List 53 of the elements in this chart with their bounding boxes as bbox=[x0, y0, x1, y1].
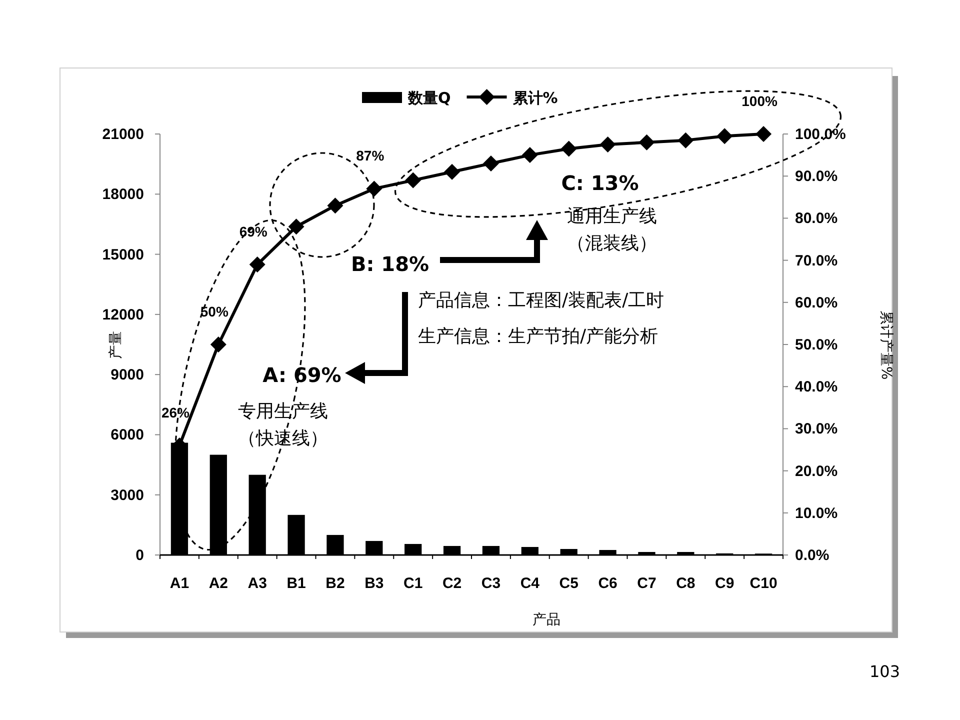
x-tick-label: B2 bbox=[326, 575, 345, 592]
x-tick-label: C5 bbox=[559, 575, 578, 592]
x-tick-label: C4 bbox=[520, 575, 540, 592]
x-tick-label: C9 bbox=[715, 575, 734, 592]
x-tick-label: C8 bbox=[676, 575, 696, 592]
x-tick-label: C6 bbox=[598, 575, 618, 592]
x-axis-title: 产品 bbox=[532, 612, 560, 628]
y-tick-label: 21000 bbox=[102, 126, 144, 143]
x-tick-label: B1 bbox=[286, 575, 306, 592]
x-tick-label: A2 bbox=[208, 575, 228, 592]
data-label: 69% bbox=[239, 224, 268, 240]
annotation: （混装线） bbox=[567, 233, 657, 254]
y-axis-title: 产量 bbox=[108, 331, 124, 359]
y-tick-label: 3000 bbox=[110, 486, 144, 504]
x-tick-label: C10 bbox=[750, 575, 778, 592]
y2-tick-label: 0.0% bbox=[795, 547, 830, 564]
x-tick-label: A1 bbox=[170, 575, 190, 592]
y-tick-label: 0 bbox=[136, 547, 144, 564]
text: 103 bbox=[869, 662, 900, 681]
y2-tick-label: 70.0% bbox=[795, 252, 838, 270]
x-tick-label: C3 bbox=[481, 575, 501, 592]
y-tick-label: 6000 bbox=[110, 426, 144, 444]
y-tick-label: 18000 bbox=[102, 186, 144, 204]
x-tick-label: C2 bbox=[442, 575, 462, 592]
annotation: 产品信息：工程图/装配表/工时 bbox=[418, 290, 664, 311]
y2-tick-label: 10.0% bbox=[795, 504, 838, 522]
annotation: B: 18% bbox=[350, 252, 430, 276]
y2-tick-label: 20.0% bbox=[795, 462, 838, 480]
y2-axis-title: 累计产量% bbox=[878, 310, 894, 380]
data-label: 26% bbox=[161, 404, 190, 421]
annotation: 生产信息：生产节拍/产能分析 bbox=[418, 326, 658, 347]
data-label: 50% bbox=[200, 304, 229, 320]
annotation: A: 69% bbox=[262, 363, 342, 387]
x-tick-label: B3 bbox=[364, 575, 384, 592]
y2-tick-label: 60.0% bbox=[795, 294, 838, 312]
legend-label: 累计% bbox=[512, 89, 558, 107]
y2-tick-label: 90.0% bbox=[795, 168, 838, 186]
annotation: C: 13% bbox=[561, 171, 639, 195]
y2-tick-label: 30.0% bbox=[795, 420, 838, 438]
y2-tick-label: 80.0% bbox=[795, 210, 838, 228]
legend-label: 数量Q bbox=[407, 89, 451, 107]
y2-tick-label: 100.0% bbox=[795, 126, 846, 143]
data-label: 100% bbox=[742, 93, 778, 109]
x-tick-label: A3 bbox=[248, 575, 267, 592]
y2-tick-label: 40.0% bbox=[795, 378, 838, 396]
x-tick-label: C1 bbox=[404, 575, 423, 592]
x-tick-label: C7 bbox=[637, 575, 656, 592]
y-tick-label: 12000 bbox=[102, 306, 144, 324]
y-tick-label: 9000 bbox=[110, 366, 144, 384]
annotation: 专用生产线 bbox=[238, 401, 328, 422]
y2-tick-label: 50.0% bbox=[795, 336, 838, 354]
y-tick-label: 15000 bbox=[102, 246, 144, 264]
data-label: 87% bbox=[356, 148, 385, 164]
